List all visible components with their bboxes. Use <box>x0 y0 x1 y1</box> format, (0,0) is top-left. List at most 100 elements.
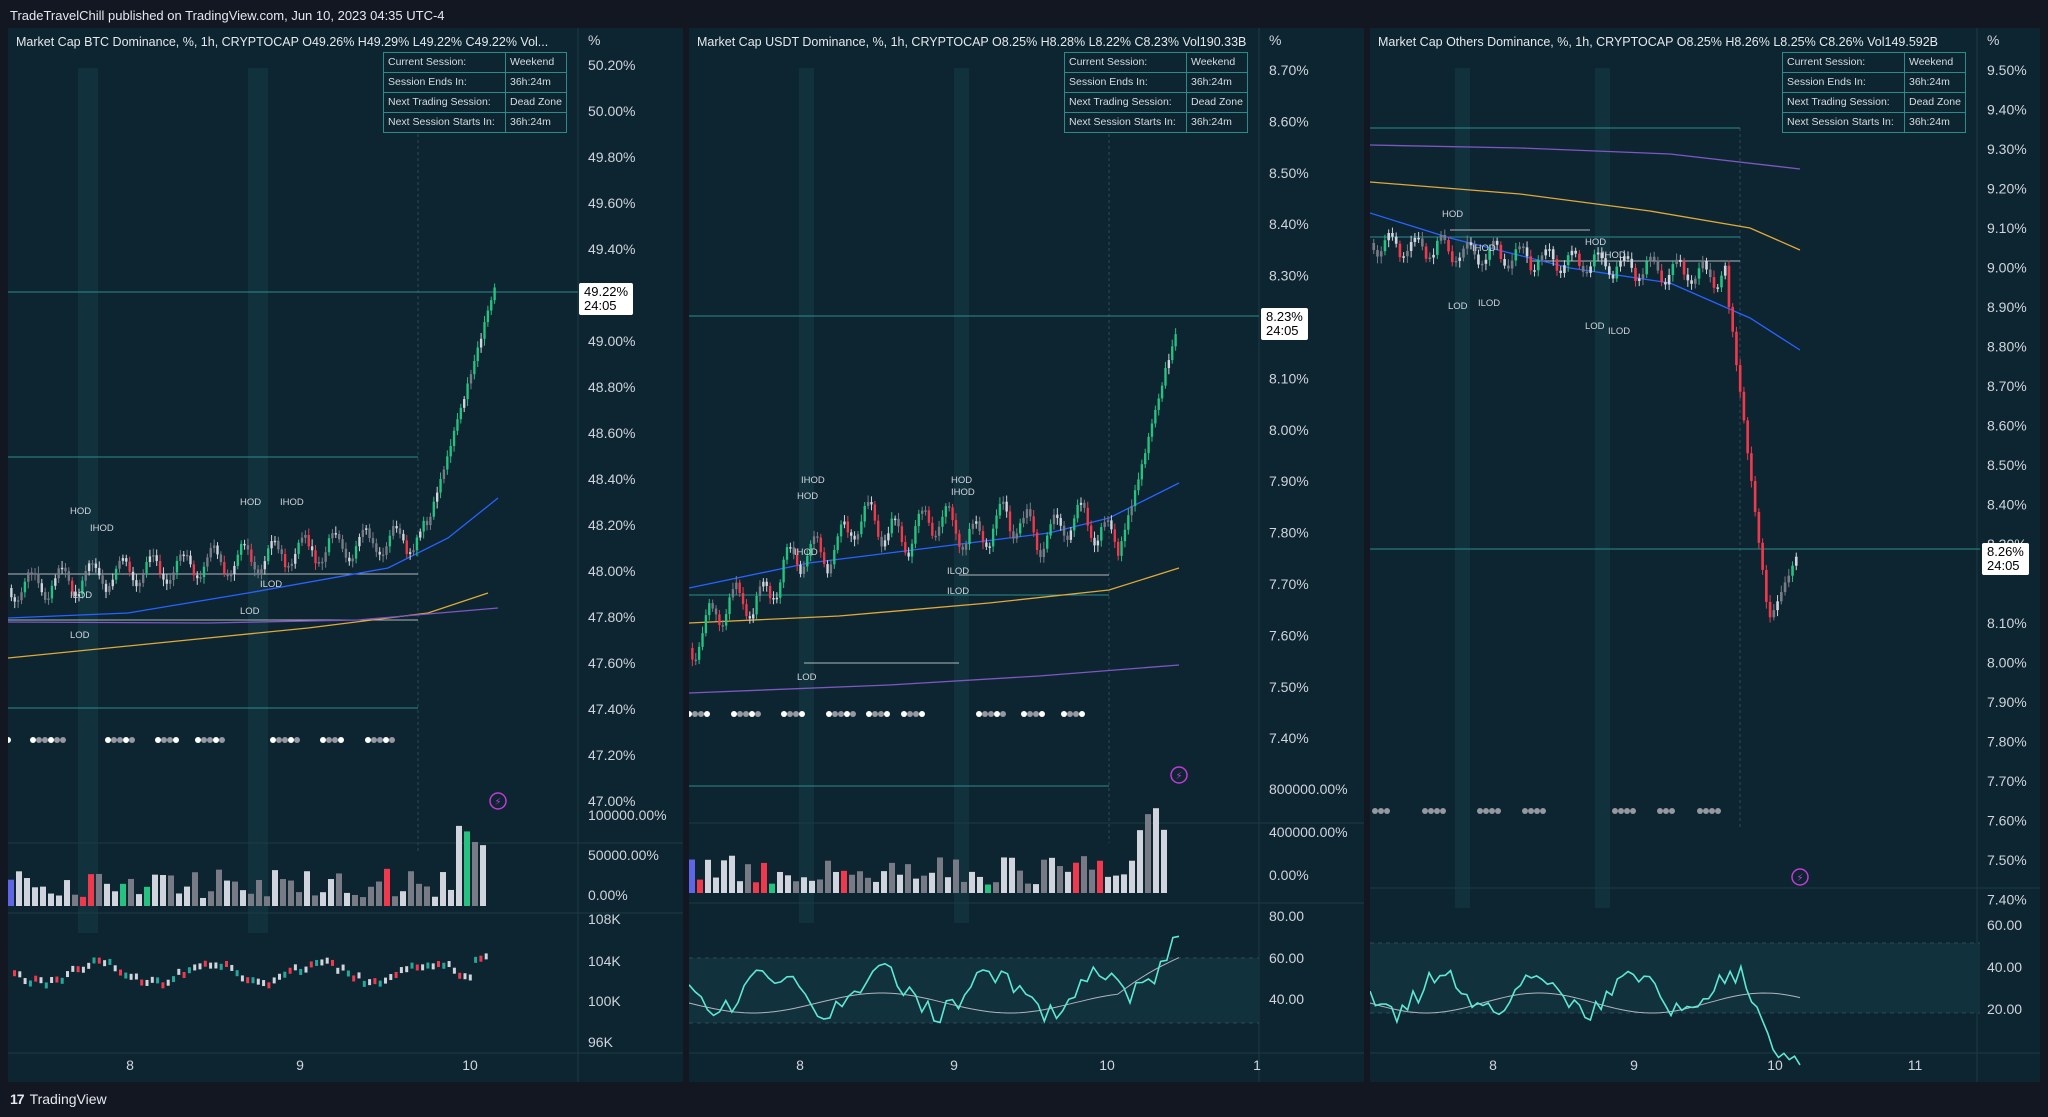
moving-average-line <box>1370 144 1801 170</box>
session-dot <box>1703 808 1709 814</box>
session-value: 36h:24m <box>1191 76 1232 88</box>
candle-body <box>16 600 20 602</box>
moving-average-line <box>689 567 1180 624</box>
session-dot <box>1422 808 1428 814</box>
volume-bar <box>272 870 278 906</box>
time-axis-tick: 9 <box>296 1057 304 1073</box>
price-axis-tick: 47.60% <box>588 655 635 671</box>
candle-body <box>131 571 135 581</box>
candle-body <box>948 506 951 508</box>
osc-candle <box>87 962 91 969</box>
candle-body <box>897 518 900 527</box>
candle-body <box>135 580 138 587</box>
session-row: Session Ends In: 36h:24m <box>384 73 566 93</box>
candle-body <box>64 567 67 572</box>
candle-body <box>1127 515 1130 530</box>
candle-body <box>1164 368 1167 386</box>
level-marker-label: ILOD <box>947 566 969 577</box>
osc-candle <box>23 978 27 985</box>
price-axis-tick: 49.80% <box>588 149 635 165</box>
chart-panel-btc-dominance[interactable]: HOD IHOD ILOD LOD HOD IHOD ILOD LOD% 50.20% 50.00… <box>8 28 683 1082</box>
session-dot <box>878 711 884 717</box>
candle-body <box>920 510 924 514</box>
session-dot <box>1021 711 1027 717</box>
session-value: 36h:24m <box>1909 116 1950 128</box>
candle-body <box>768 585 772 599</box>
volume-bar <box>192 872 198 906</box>
price-axis-tick: 49.00% <box>588 333 635 349</box>
last-price-tag: 49.22% 24:05 <box>579 283 634 315</box>
chart-panel-usdt-dominance[interactable]: IHOD HOD IHOD HOD IHOD ILOD ILOD LOD% 8.70% 8.60%… <box>689 28 1364 1082</box>
candle-body <box>1484 259 1488 264</box>
volume-bar <box>1017 870 1023 893</box>
tv-logo-icon: 17 <box>10 1091 25 1107</box>
candle-body <box>951 507 954 521</box>
price-axis-tick: 50.20% <box>588 57 635 73</box>
session-dot <box>838 711 844 717</box>
candle-body <box>141 573 145 583</box>
session-dot <box>884 711 890 717</box>
candle-body <box>1536 260 1540 271</box>
candle-body <box>1656 260 1660 271</box>
unit-label: % <box>1987 32 1999 48</box>
candle-body <box>1600 252 1604 259</box>
tradingview-logo[interactable]: 17 TradingView <box>10 1091 107 1107</box>
candle-body <box>1465 242 1469 249</box>
candle-body <box>1435 240 1439 255</box>
osc-candle <box>474 956 478 963</box>
volume-bar <box>1121 874 1127 893</box>
candle-body <box>1495 240 1499 245</box>
level-marker-label: IHOD <box>951 487 975 498</box>
candle-body <box>704 615 708 634</box>
volume-bar <box>88 874 94 906</box>
candle-body <box>1794 556 1798 566</box>
level-marker-label: HOD <box>1585 237 1606 248</box>
osc-candle <box>267 982 271 989</box>
session-value: Dead Zone <box>1191 96 1243 108</box>
candle-body <box>1391 232 1394 237</box>
candle-body <box>1413 237 1417 242</box>
candle-body <box>1738 365 1742 392</box>
session-dot <box>294 737 300 743</box>
price-axis-tick: 8.70% <box>1987 378 2027 394</box>
candle-body <box>233 565 236 575</box>
session-dot <box>787 711 793 717</box>
candle-body <box>1750 453 1753 481</box>
candle-body <box>985 542 988 547</box>
candle-body <box>1387 232 1391 241</box>
candle-body <box>304 534 307 538</box>
candle-body <box>1761 542 1764 570</box>
chart-canvas[interactable]: HOD IHOD ILOD LOD HOD IHOD ILOD LOD% 50.20% 50.00… <box>8 28 683 1082</box>
candle-body <box>1462 248 1465 258</box>
osc-axis-tick: 80.00 <box>1269 908 1304 924</box>
volume-bar <box>785 875 791 893</box>
candle-body <box>91 563 94 565</box>
volume-bar <box>248 893 254 906</box>
candle-body <box>182 554 185 557</box>
candle-body <box>978 521 981 532</box>
candle-body <box>1518 246 1521 250</box>
session-dot <box>781 711 787 717</box>
chart-panel-others-dominance[interactable]: HOD IHOD HOD IHOD LOD ILOD LOD ILOD% 9.50% 9.40% 9… <box>1370 28 2040 1082</box>
price-axis-tick: 7.90% <box>1269 473 1309 489</box>
session-value: 36h:24m <box>1909 76 1950 88</box>
candle-body <box>1507 265 1510 269</box>
session-dot <box>850 711 856 717</box>
candle-body <box>1424 246 1428 259</box>
volume-bar <box>969 871 975 893</box>
volume-bar <box>1041 859 1047 893</box>
volume-bar <box>889 862 895 893</box>
candle-body <box>1157 398 1160 410</box>
candle-body <box>1679 259 1682 262</box>
osc-candle <box>145 979 149 986</box>
candle-body <box>236 554 239 566</box>
level-marker-label: IHOD <box>90 523 114 534</box>
unit-label: % <box>1269 32 1281 48</box>
candle-body <box>934 535 937 538</box>
volume-bar <box>1057 866 1063 893</box>
candle-body <box>1110 520 1113 530</box>
time-axis-tick: 10 <box>1099 1057 1115 1073</box>
session-row: Current Session: Weekend <box>1783 53 1965 73</box>
